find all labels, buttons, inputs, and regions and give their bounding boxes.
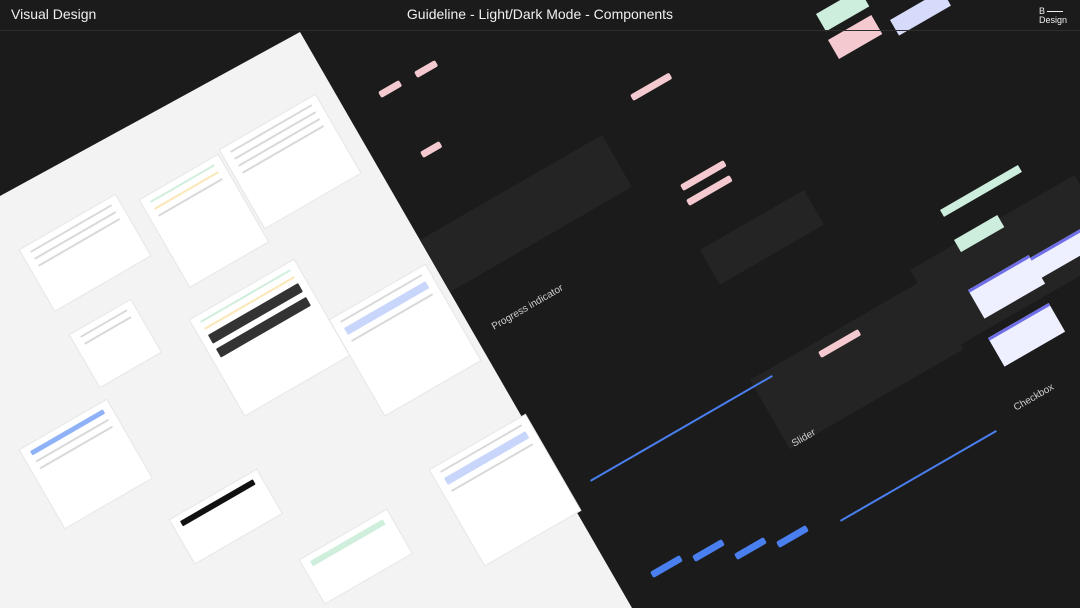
green-toast — [940, 165, 1022, 217]
pink-pill — [630, 72, 673, 102]
header: Visual Design Guideline - Light/Dark Mod… — [0, 0, 1080, 31]
blue-button — [776, 525, 809, 549]
blue-button — [692, 539, 725, 563]
logo: B Design — [1038, 6, 1067, 25]
pink-pill — [420, 141, 443, 159]
pink-pill — [378, 80, 403, 99]
dark-card — [700, 190, 824, 285]
pink-pill — [414, 60, 439, 79]
blue-button — [734, 537, 767, 561]
slider-track — [840, 430, 997, 522]
page-title: Guideline - Light/Dark Mode - Components — [406, 6, 674, 22]
brand-label: Visual Design — [11, 6, 97, 22]
section-title-progress: Progress indicator — [490, 282, 566, 333]
blue-button — [650, 555, 683, 579]
section-title-checkbox: Checkbox — [1012, 381, 1057, 414]
dark-card — [420, 135, 632, 292]
slider-track — [590, 375, 773, 482]
